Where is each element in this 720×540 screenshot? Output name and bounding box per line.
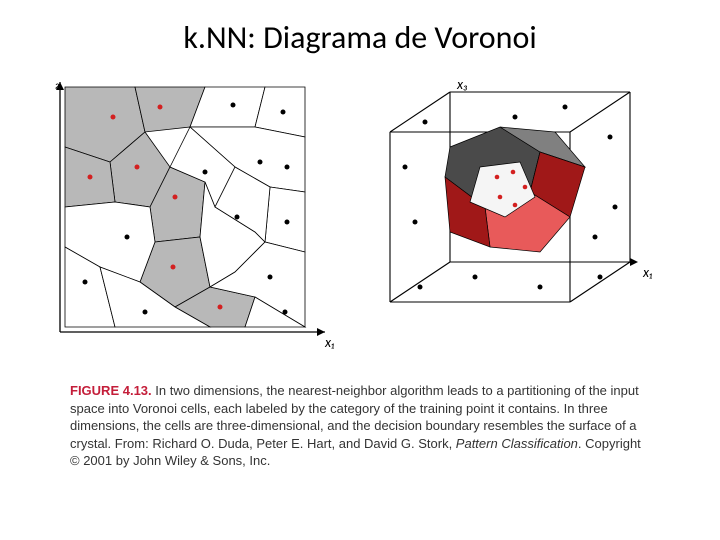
- caption-label: FIGURE 4.13.: [70, 383, 152, 398]
- caption-book: Pattern Classification: [456, 436, 578, 451]
- slide-title: k.NN: Diagrama de Voronoi: [0, 18, 720, 57]
- voronoi-3d-figure: x₃ x₁: [365, 77, 665, 362]
- voronoi-2d-figure: x₁ x₂: [55, 77, 335, 362]
- axis-x1-label-3d: x₁: [642, 264, 653, 281]
- figure-caption: FIGURE 4.13. In two dimensions, the near…: [0, 362, 720, 470]
- axis-x3-label: x₃: [456, 77, 468, 93]
- axis-x2-label: x₂: [55, 77, 60, 91]
- axis-x1-label: x₁: [324, 334, 335, 351]
